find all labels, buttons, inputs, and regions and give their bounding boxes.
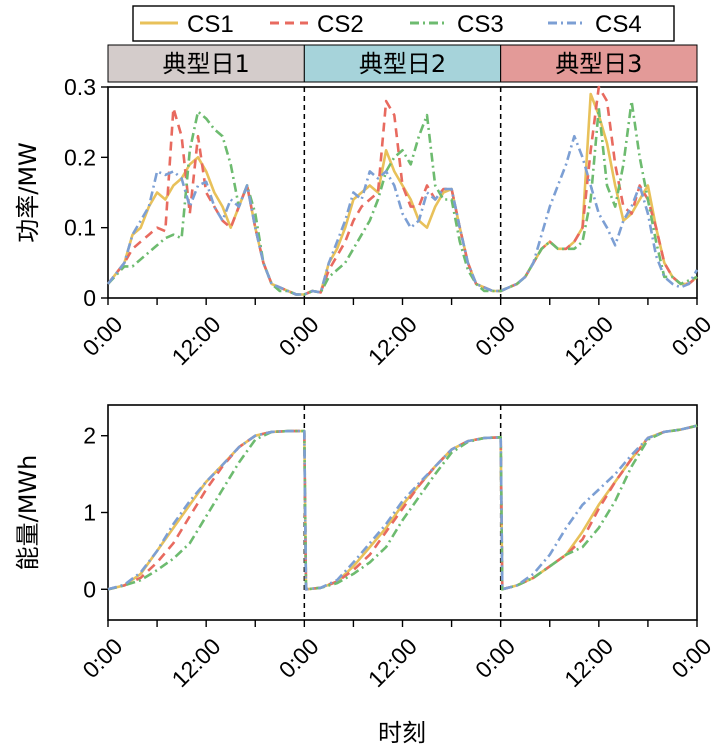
x-tick-label: 12:00 [363, 633, 422, 692]
series-cs2-energy [107, 424, 698, 591]
x-tick-label: 0:00 [666, 633, 716, 683]
band-bg [303, 44, 502, 83]
power-ylabel: 功率/MW [14, 142, 42, 243]
band-day-3: 典型日3 [500, 44, 698, 83]
legend-item-cs3: CS3 [410, 11, 504, 38]
band-bg [500, 44, 698, 83]
x-tick-label: 0:00 [274, 633, 324, 683]
legend-item-cs4: CS4 [548, 11, 642, 38]
x-tick-label: 0:00 [77, 311, 127, 361]
x-axis-title: 时刻 [378, 719, 426, 747]
series-cs3-energy [107, 424, 698, 591]
legend-item-cs1: CS1 [140, 11, 234, 38]
band-day-2: 典型日2 [303, 44, 502, 83]
band-label: 典型日3 [555, 50, 642, 78]
y-tick-label: 0.2 [64, 144, 96, 170]
power-panel: 典型日1 典型日2 典型日3 0 0.1 0.2 0.3 0:00 12:00 0:00 12:0… [14, 44, 716, 370]
x-tick-label: 0:00 [470, 633, 520, 683]
x-tick-label: 12:00 [559, 311, 618, 370]
series-cs1-power [106, 92, 698, 296]
x-tick-label: 12:00 [166, 311, 225, 370]
x-tick-label: 0:00 [274, 311, 324, 361]
legend-frame [132, 5, 675, 42]
legend-label: CS3 [457, 11, 504, 38]
x-tick-label: 12:00 [559, 633, 618, 692]
legend-label: CS1 [187, 11, 234, 38]
y-tick-label: 2 [83, 423, 96, 449]
series-cs4-power [106, 134, 699, 296]
legend-item-cs2: CS2 [270, 11, 364, 38]
x-tick-label: 0:00 [77, 633, 127, 683]
series-cs2-power [106, 85, 698, 296]
x-tick-label: 0:00 [666, 311, 716, 361]
series-cs3-power [107, 99, 698, 296]
energy-panel: 0 1 2 0:00 12:00 0:00 12:00 0:00 12:00 0:00 能量/MW… [14, 404, 716, 692]
y-tick-label: 1 [83, 500, 96, 526]
x-tick-label: 0:00 [470, 311, 520, 361]
band-label: 典型日2 [359, 50, 446, 78]
y-tick-label: 0.3 [64, 74, 96, 100]
energy-ylabel: 能量/MWh [14, 455, 42, 571]
series-cs4-energy [107, 424, 698, 591]
band-label: 典型日1 [163, 50, 250, 78]
x-tick-label: 12:00 [363, 311, 422, 370]
y-tick-label: 0.1 [64, 215, 96, 241]
legend-label: CS2 [317, 11, 364, 38]
legend: CS1 CS2 CS3 CS4 [132, 5, 675, 42]
legend-label: CS4 [595, 11, 642, 38]
y-tick-label: 0 [83, 285, 96, 311]
x-tick-label: 12:00 [166, 633, 225, 692]
band-day-1: 典型日1 [107, 44, 305, 83]
y-tick-label: 0 [83, 576, 96, 602]
